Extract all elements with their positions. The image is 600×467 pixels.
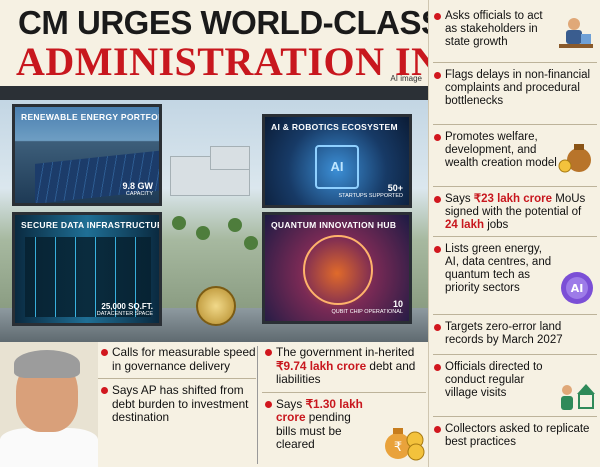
- stat-value: 50+: [387, 183, 403, 193]
- tree: [244, 236, 258, 250]
- rupee-glyph: ₹: [394, 440, 402, 455]
- ai-badge-graphic: AI: [561, 272, 593, 304]
- screen-stat: 50+ STARTUPS SUPPORTED: [339, 183, 404, 199]
- photo-hair: [14, 350, 80, 378]
- bottom-bullets-left: Calls for measurable speed in governance…: [98, 345, 256, 430]
- bottom-bullets-right: The government in-herited ₹9.74 lakh cro…: [262, 345, 426, 457]
- screen-stat: 25,000 SQ.FT. DATACENTER SPACE: [97, 302, 153, 317]
- highlight-amount: ₹23 lakh crore: [473, 193, 553, 205]
- column-divider: [257, 346, 258, 464]
- sidebar-item: Officials directed to conduct regular vi…: [431, 361, 557, 400]
- tree: [172, 216, 186, 230]
- window-frame: [0, 86, 428, 100]
- screen-ai-robotics: AI AI & ROBOTICS ECOSYSTEM 50+ STARTUPS …: [262, 114, 412, 208]
- money-bag-icon: ₹: [382, 418, 426, 462]
- stat-value: 9.8 GW: [122, 181, 153, 191]
- text-segment: debt and liabilities: [276, 358, 416, 386]
- officer-at-desk-icon: [557, 14, 595, 54]
- screen-title: QUANTUM INNOVATION HUB: [271, 220, 397, 230]
- sidebar-item: Lists green energy, AI, data centres, an…: [431, 243, 555, 295]
- bullet-item: Says AP has shifted from debt burden to …: [98, 383, 256, 425]
- highlight-amount: ₹9.74 lakh crore: [276, 358, 367, 373]
- stat-label: STARTUPS SUPPORTED: [338, 193, 404, 199]
- text-segment: Says: [276, 396, 306, 411]
- state-emblem: [196, 286, 236, 326]
- ai-chip-graphic: AI: [315, 145, 359, 189]
- highlight-amount: 24 lakh: [445, 219, 484, 231]
- money-bag-icon: [557, 138, 597, 174]
- village-house-graphic: [561, 384, 595, 410]
- screen-stat: 10 QUBIT CHIP OPERATIONAL: [331, 299, 403, 315]
- divider: [433, 62, 597, 63]
- stat-value: 25,000 SQ.FT.: [101, 302, 153, 311]
- main-column: CM URGES WORLD-CLASS ADMINISTRATION IN A…: [0, 4, 503, 467]
- atom-orbit-graphic: [303, 235, 373, 305]
- text-segment: MoUs signed with the potential of: [445, 193, 586, 218]
- money-bag-graphic: [558, 144, 591, 173]
- screen-title: AI & ROBOTICS ECOSYSTEM: [271, 122, 398, 132]
- stat-label: CAPACITY: [125, 191, 153, 197]
- server-racks-graphic: [25, 237, 151, 317]
- screen-title: RENEWABLE ENERGY PORTFOLIO: [21, 112, 162, 122]
- headline-line-1: CM URGES WORLD-CLASS: [18, 4, 443, 41]
- sidebar-item: Flags delays in non-financial complaints…: [431, 69, 595, 108]
- sidebar-item: Says ₹23 lakh crore MoUs signed with the…: [431, 193, 595, 232]
- highlight-amount: ₹1.30 lakh crore: [276, 396, 363, 424]
- ai-badge-icon: AI: [559, 270, 595, 306]
- divider: [98, 378, 256, 379]
- village-house-icon: [557, 376, 597, 414]
- photo-shirt: [0, 428, 98, 467]
- tree: [196, 226, 210, 240]
- sidebar-item: Asks officials to act as stakeholders in…: [431, 10, 549, 49]
- bullet-item: The government in-herited ₹9.74 lakh cro…: [262, 345, 426, 387]
- screen-renewable-energy: RENEWABLE ENERGY PORTFOLIO 9.8 GW CAPACI…: [12, 104, 162, 206]
- sidebar-item: Targets zero-error land records by March…: [431, 321, 595, 347]
- stat-value: 10: [392, 299, 403, 309]
- screen-title: SECURE DATA INFRASTRUCTURE: [21, 220, 162, 230]
- screen-data-infrastructure: SECURE DATA INFRASTRUCTURE 25,000 SQ.FT.…: [12, 212, 162, 326]
- text-segment: The government in-herited: [276, 345, 415, 359]
- screen-stat: 9.8 GW CAPACITY: [122, 181, 153, 197]
- chief-minister-photo: [0, 342, 98, 467]
- sidebar-item: Promotes welfare, development, and wealt…: [431, 131, 559, 170]
- sidebar-item: Collectors asked to replicate best pract…: [431, 423, 595, 449]
- headline-line-2: ADMINISTRATION IN AP: [16, 39, 504, 84]
- divider: [433, 314, 597, 315]
- sidebar: Asks officials to act as stakeholders in…: [428, 0, 600, 467]
- screen-quantum-hub: QUANTUM INNOVATION HUB 10 QUBIT CHIP OPE…: [262, 212, 412, 324]
- stat-label: QUBIT CHIP OPERATIONAL: [331, 309, 403, 315]
- divider: [433, 186, 597, 187]
- officer-icon-graphic: [559, 18, 593, 48]
- divider: [433, 124, 597, 125]
- divider: [262, 391, 426, 393]
- text-segment: jobs: [484, 219, 509, 231]
- divider: [433, 354, 597, 355]
- bullet-item: Calls for measurable speed in governance…: [98, 345, 256, 373]
- illustration-scene: RENEWABLE ENERGY PORTFOLIO 9.8 GW CAPACI…: [0, 86, 428, 342]
- divider: [433, 236, 597, 237]
- money-bag-icon-graphic: ₹: [385, 428, 425, 461]
- text-segment: Says: [445, 193, 474, 205]
- ai-image-tag: AI image: [390, 74, 422, 83]
- text-segment: pending bills must be cleared: [276, 410, 351, 451]
- ai-badge-text: AI: [571, 282, 584, 295]
- divider: [433, 416, 597, 417]
- tree: [228, 218, 242, 232]
- background-building: [210, 146, 250, 170]
- stat-label: DATACENTER SPACE: [96, 311, 153, 317]
- bullet-item: Says ₹1.30 lakh crore pending bills must…: [262, 396, 426, 452]
